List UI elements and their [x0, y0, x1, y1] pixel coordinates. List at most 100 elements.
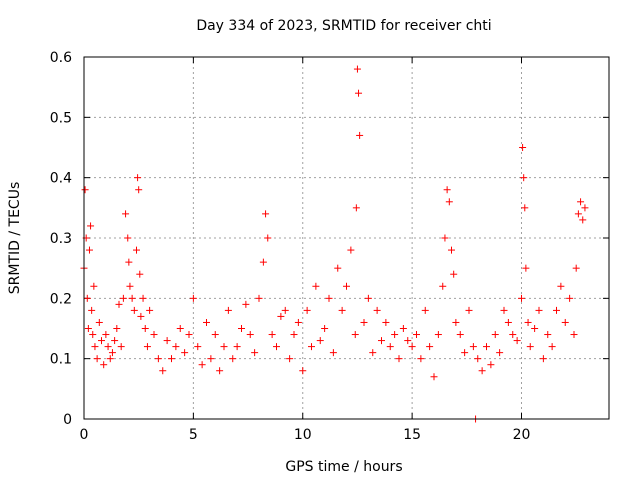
y-tick-label: 0.6: [50, 50, 72, 66]
data-point: [81, 186, 89, 194]
data-point: [557, 282, 565, 290]
data-point: [88, 306, 96, 314]
data-point: [520, 174, 528, 182]
data-point: [321, 325, 329, 332]
data-point: [461, 349, 469, 357]
data-point: [386, 343, 394, 351]
data-point: [347, 246, 355, 254]
plot-frame: [83, 56, 610, 420]
data-point: [308, 343, 315, 351]
data-point: [189, 294, 197, 302]
data-point: [139, 294, 147, 302]
data-point: [382, 318, 390, 326]
data-point: [143, 343, 151, 351]
data-point: [122, 210, 130, 218]
data-point: [135, 186, 143, 194]
data-point: [262, 210, 270, 218]
data-point: [136, 270, 144, 278]
data-point: [203, 318, 210, 326]
data-point: [268, 331, 276, 339]
data-point: [233, 343, 241, 351]
data-point: [102, 331, 110, 339]
data-point: [378, 337, 385, 345]
data-point: [134, 174, 142, 182]
data-point: [351, 331, 359, 339]
data-point: [303, 306, 311, 314]
data-point: [329, 349, 337, 357]
data-point: [108, 349, 116, 357]
data-point: [548, 343, 556, 351]
data-point: [125, 258, 133, 266]
data-point: [98, 337, 105, 345]
data-point: [91, 343, 99, 351]
data-point: [89, 331, 97, 339]
data-point: [572, 264, 580, 272]
data-point: [128, 294, 136, 302]
data-point: [356, 131, 364, 139]
data-point: [474, 355, 482, 363]
data-point: [255, 294, 263, 302]
x-tick-label: 20: [513, 427, 531, 443]
data-point: [531, 325, 539, 332]
x-tick-label: 0: [80, 427, 89, 443]
data-point: [106, 355, 114, 363]
data-point: [141, 325, 149, 332]
data-point: [408, 343, 416, 351]
data-point: [100, 361, 108, 369]
data-point: [417, 355, 425, 363]
data-point: [478, 367, 486, 375]
data-point: [509, 331, 517, 339]
data-point: [469, 343, 477, 351]
data-point: [168, 355, 175, 363]
data-point: [216, 367, 224, 375]
data-point: [104, 343, 112, 351]
data-point: [448, 246, 455, 254]
data-point: [316, 337, 324, 345]
data-point: [273, 343, 280, 351]
data-point: [90, 282, 98, 290]
data-point: [445, 198, 453, 206]
data-point: [456, 331, 464, 339]
data-point: [566, 294, 574, 302]
data-point: [325, 294, 333, 302]
data-point: [369, 349, 377, 357]
data-point: [113, 325, 121, 332]
y-tick-label: 0.1: [50, 352, 72, 368]
data-point: [353, 65, 361, 73]
data-point: [395, 355, 403, 363]
data-point: [111, 337, 119, 345]
data-point: [518, 294, 525, 302]
data-point: [85, 246, 93, 254]
data-point: [421, 306, 429, 314]
data-point: [137, 312, 145, 320]
data-point: [452, 318, 460, 326]
data-point: [404, 337, 412, 345]
data-point: [391, 331, 399, 339]
data-point: [413, 331, 420, 339]
grid: [84, 57, 609, 419]
data-point: [181, 349, 189, 357]
data-point: [207, 355, 215, 363]
data-point: [133, 246, 140, 254]
y-tick-label: 0.4: [50, 171, 72, 187]
data-point: [450, 270, 458, 278]
data-point: [119, 294, 127, 302]
data-point: [373, 306, 381, 314]
chart-title: Day 334 of 2023, SRMTID for receiver cht…: [196, 18, 491, 34]
x-tick-label: 10: [294, 427, 312, 443]
y-tick-label: 0.3: [50, 231, 72, 247]
data-point: [496, 349, 504, 357]
y-tick-label: 0.5: [50, 110, 72, 126]
data-point: [115, 300, 123, 308]
data-point: [364, 294, 372, 302]
data-point: [211, 331, 219, 339]
data-point: [95, 318, 103, 326]
data-point: [93, 355, 101, 363]
data-point: [355, 89, 363, 97]
tick-labels: 0 5 10 15 20 0 0.1 0.2 0.3 0.4 0.5 0.6: [50, 50, 531, 443]
data-point: [439, 282, 447, 290]
data-point: [146, 306, 154, 314]
data-point: [519, 144, 527, 151]
data-point: [426, 343, 434, 351]
